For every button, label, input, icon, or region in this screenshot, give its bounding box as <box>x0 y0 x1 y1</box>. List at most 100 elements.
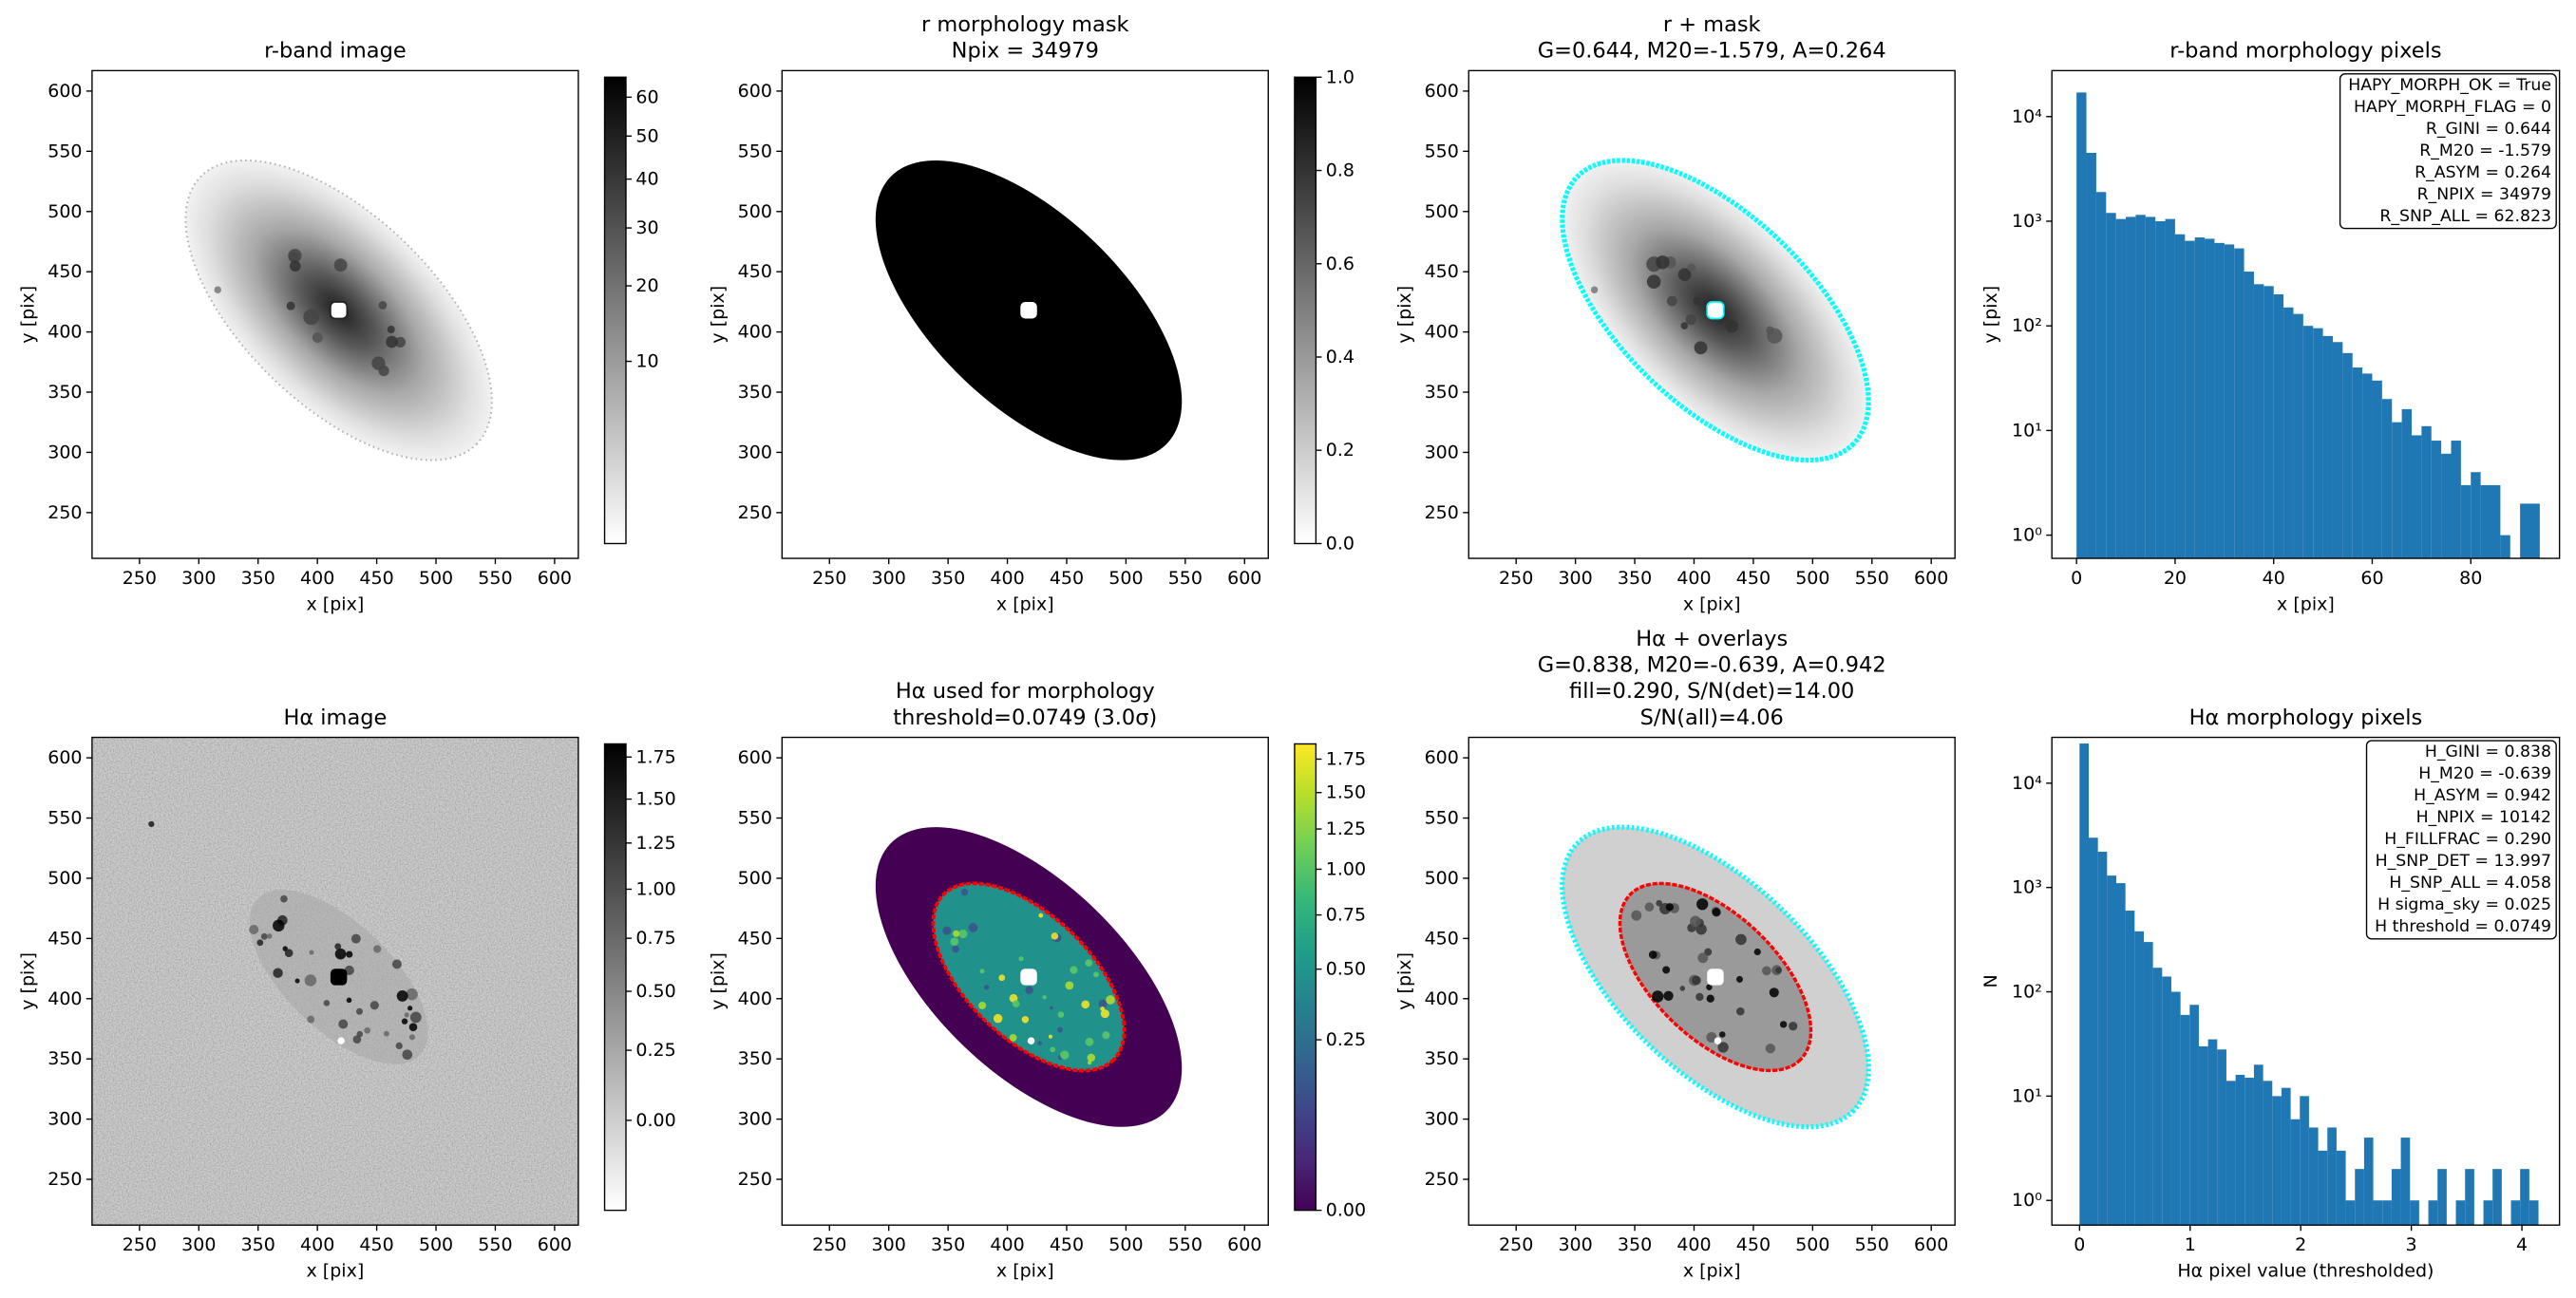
y-tick-label: 250 <box>1425 1169 1459 1190</box>
colorbar-tick-label: 0.00 <box>1326 1200 1366 1221</box>
image-feature <box>1021 1016 1030 1024</box>
y-axis-label: y [pix] <box>17 952 38 1010</box>
image-feature <box>395 1042 403 1049</box>
x-tick-label: 250 <box>123 1234 157 1255</box>
histogram-bar <box>2355 1169 2364 1226</box>
chart-title: S/N(all)=4.06 <box>1640 705 1784 730</box>
histogram-bar <box>2392 422 2402 559</box>
colorbar-tick-label: 1.75 <box>1326 748 1366 769</box>
y-tick-label: 10² <box>2012 315 2042 336</box>
image-feature <box>307 1015 315 1024</box>
x-axis-label: x [pix] <box>996 1261 1054 1282</box>
y-tick-label: 350 <box>47 382 82 403</box>
x-tick-label: 550 <box>478 568 512 589</box>
y-tick-label: 350 <box>1425 1048 1459 1069</box>
histogram-bar <box>2214 242 2225 559</box>
x-tick-label: 600 <box>1914 568 1948 589</box>
histogram-bar <box>2313 328 2323 559</box>
image-feature <box>1677 268 1692 281</box>
image-feature <box>409 1011 422 1024</box>
histogram-bar <box>2273 294 2284 559</box>
histogram-bar <box>2302 326 2314 559</box>
image-feature <box>1685 313 1696 326</box>
y-axis-label: y [pix] <box>708 286 729 344</box>
y-tick-label: 450 <box>738 261 772 282</box>
y-tick-label: 350 <box>47 1048 82 1069</box>
x-tick-label: 450 <box>359 1234 393 1255</box>
histogram-bar <box>2290 1119 2301 1226</box>
image-feature <box>953 930 960 937</box>
axes-frame <box>1468 736 1956 1226</box>
histogram-bar <box>2300 1096 2309 1226</box>
image-feature <box>338 1019 349 1029</box>
histogram-bar <box>2217 1049 2226 1226</box>
histogram-bar <box>2170 991 2181 1226</box>
y-tick-label: 250 <box>1425 502 1459 523</box>
image-feature <box>1018 956 1024 962</box>
histogram-bar <box>2152 968 2163 1226</box>
x-tick-label: 450 <box>1050 568 1084 589</box>
histogram-bar <box>2189 1005 2199 1226</box>
histogram-bar <box>2441 453 2452 559</box>
histogram-bar <box>2125 911 2135 1226</box>
image-feature <box>334 943 342 950</box>
chart-title: Hα image <box>283 705 387 730</box>
chart-title: Hα used for morphology <box>896 679 1155 704</box>
image-feature <box>408 1023 418 1031</box>
histogram-bar <box>2115 883 2126 1226</box>
image-core <box>1020 969 1037 986</box>
histogram-bar <box>2263 1081 2273 1226</box>
y-tick-label: 10³ <box>2012 211 2042 232</box>
image-feature <box>968 923 978 932</box>
y-tick-label: 550 <box>1425 141 1459 161</box>
image-feature <box>273 968 283 978</box>
x-tick-label: 80 <box>2459 568 2482 589</box>
x-tick-label: 20 <box>2164 568 2187 589</box>
image-feature <box>352 1035 362 1044</box>
image-feature <box>1100 1009 1109 1019</box>
x-tick-label: 2 <box>2295 1234 2306 1255</box>
y-tick-label: 600 <box>738 81 772 102</box>
colorbar-tick-label: 1.75 <box>635 746 675 767</box>
image-feature <box>1753 948 1761 956</box>
chart-title: G=0.644, M20=-1.579, A=0.264 <box>1538 39 1886 64</box>
image-feature <box>408 1034 416 1041</box>
image-feature <box>1631 910 1642 921</box>
image-feature <box>1065 981 1074 990</box>
x-tick-label: 250 <box>123 568 157 589</box>
histogram-bar <box>2400 1138 2411 1226</box>
histogram-bar <box>2372 380 2382 559</box>
x-tick-label: 450 <box>1736 1234 1771 1255</box>
image-feature <box>260 932 268 940</box>
histogram-bar <box>2490 485 2501 559</box>
colorbar-tick-label: 20 <box>635 275 658 296</box>
histogram-bar <box>2097 852 2108 1226</box>
x-tick-label: 500 <box>419 1234 453 1255</box>
x-tick-label: 300 <box>872 568 906 589</box>
colorbar-tick-label: 1.50 <box>1326 782 1366 803</box>
x-tick-label: 550 <box>478 1234 512 1255</box>
x-tick-label: 250 <box>1499 568 1533 589</box>
image-feature <box>346 950 353 958</box>
y-tick-label: 400 <box>738 988 772 1009</box>
image-feature <box>1769 988 1779 998</box>
y-tick-label: 550 <box>47 808 82 829</box>
x-tick-label: 550 <box>1855 568 1889 589</box>
histogram-bar <box>2185 240 2195 559</box>
image-feature <box>1761 966 1771 976</box>
image-feature <box>369 1001 379 1010</box>
y-tick-label: 10³ <box>2012 877 2042 898</box>
y-tick-label: 400 <box>1425 322 1459 343</box>
x-tick-label: 550 <box>1855 1234 1889 1255</box>
image-feature <box>1106 995 1115 1005</box>
plot-area <box>1560 824 1871 1130</box>
histogram-bar <box>2431 441 2442 559</box>
histogram-bar <box>2455 1200 2466 1226</box>
colorbar-tick-label: 1.00 <box>635 878 675 899</box>
chart-title: fill=0.290, S/N(det)=14.00 <box>1569 679 1854 704</box>
image-feature <box>1012 1000 1020 1007</box>
histogram-bar <box>2520 1169 2529 1226</box>
colorbar-tick-label: 10 <box>635 351 658 372</box>
image-feature <box>1070 966 1078 974</box>
y-tick-label: 250 <box>738 1169 772 1190</box>
